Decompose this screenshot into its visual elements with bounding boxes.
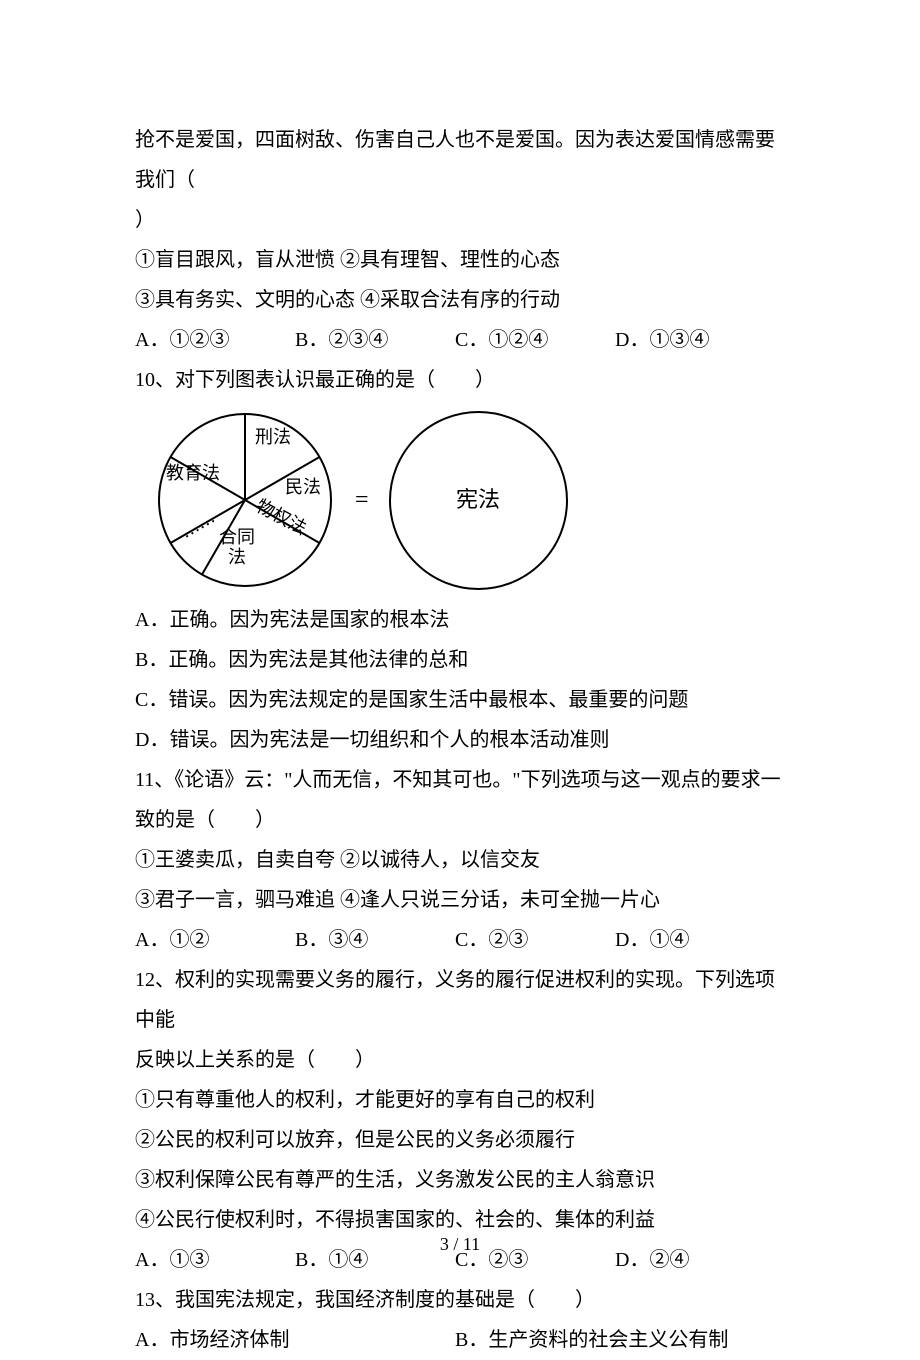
q11-optC: C．②③	[455, 920, 615, 960]
page-number: 3 / 11	[0, 1226, 920, 1262]
q12-stmt2: ②公民的权利可以放弃，但是公民的义务必须履行	[135, 1120, 785, 1160]
q13-stem: 13、我国宪法规定，我国经济制度的基础是（ ）	[135, 1280, 785, 1320]
intro-stmt1: ①盲目跟风，盲从泄愤 ②具有理智、理性的心态	[135, 240, 785, 280]
q12-stmt3: ③权利保障公民有尊严的生活，义务激发公民的主人翁意识	[135, 1160, 785, 1200]
q12-stem1: 12、权利的实现需要义务的履行，义务的履行促进权利的实现。下列选项中能	[135, 960, 785, 1040]
equals-sign: =	[355, 476, 369, 524]
intro-line1: 抢不是爱国，四面树敌、伤害自己人也不是爱国。因为表达爱国情感需要我们（	[135, 120, 785, 200]
pie-chart-icon: 刑法 民法 物权法 合同法 …… 教育法	[155, 410, 335, 590]
pie-label-top: 刑法	[253, 428, 293, 448]
q13-optA: A．市场经济体制	[135, 1320, 455, 1360]
q10-optC: C．错误。因为宪法规定的是国家生活中最根本、最重要的问题	[135, 680, 785, 720]
intro-stmt2: ③具有务实、文明的心态 ④采取合法有序的行动	[135, 280, 785, 320]
intro-optA: A．①②③	[135, 320, 295, 360]
q12-stem2: 反映以上关系的是（ ）	[135, 1040, 785, 1080]
q11-stem1: 11、《论语》云："人而无信，不知其可也。"下列选项与这一观点的要求一	[135, 760, 785, 800]
pie-label-bottom: 合同法	[217, 528, 257, 568]
intro-options: A．①②③ B．②③④ C．①②④ D．①③④	[135, 320, 785, 360]
q11-optD: D．①④	[615, 920, 775, 960]
q10-optD: D．错误。因为宪法是一切组织和个人的根本活动准则	[135, 720, 785, 760]
q10-optA: A．正确。因为宪法是国家的根本法	[135, 600, 785, 640]
q10-optB: B．正确。因为宪法是其他法律的总和	[135, 640, 785, 680]
intro-optD: D．①③④	[615, 320, 775, 360]
q10-diagram: 刑法 民法 物权法 合同法 …… 教育法 = 宪法	[135, 400, 785, 600]
intro-line2: ）	[135, 200, 785, 240]
intro-optB: B．②③④	[295, 320, 455, 360]
q11-stmt2: ③君子一言，驷马难追 ④逢人只说三分话，未可全抛一片心	[135, 880, 785, 920]
constitution-circle: 宪法	[389, 411, 568, 590]
q11-optB: B．③④	[295, 920, 455, 960]
pie-label-right: 民法	[283, 478, 323, 498]
q10-stem: 10、对下列图表认识最正确的是（ ）	[135, 360, 785, 400]
pie-label-left: 教育法	[163, 464, 223, 484]
q13-options: A．市场经济体制 B．生产资料的社会主义公有制	[135, 1320, 785, 1360]
constitution-label: 宪法	[456, 478, 500, 522]
q13-optB: B．生产资料的社会主义公有制	[455, 1320, 775, 1360]
q12-stmt1: ①只有尊重他人的权利，才能更好的享有自己的权利	[135, 1080, 785, 1120]
intro-optC: C．①②④	[455, 320, 615, 360]
exam-page: 抢不是爱国，四面树敌、伤害自己人也不是爱国。因为表达爱国情感需要我们（ ） ①盲…	[0, 0, 920, 1302]
q11-stmt1: ①王婆卖瓜，自卖自夸 ②以诚待人，以信交友	[135, 840, 785, 880]
q11-options: A．①② B．③④ C．②③ D．①④	[135, 920, 785, 960]
q11-optA: A．①②	[135, 920, 295, 960]
q11-stem2: 致的是（ ）	[135, 800, 785, 840]
